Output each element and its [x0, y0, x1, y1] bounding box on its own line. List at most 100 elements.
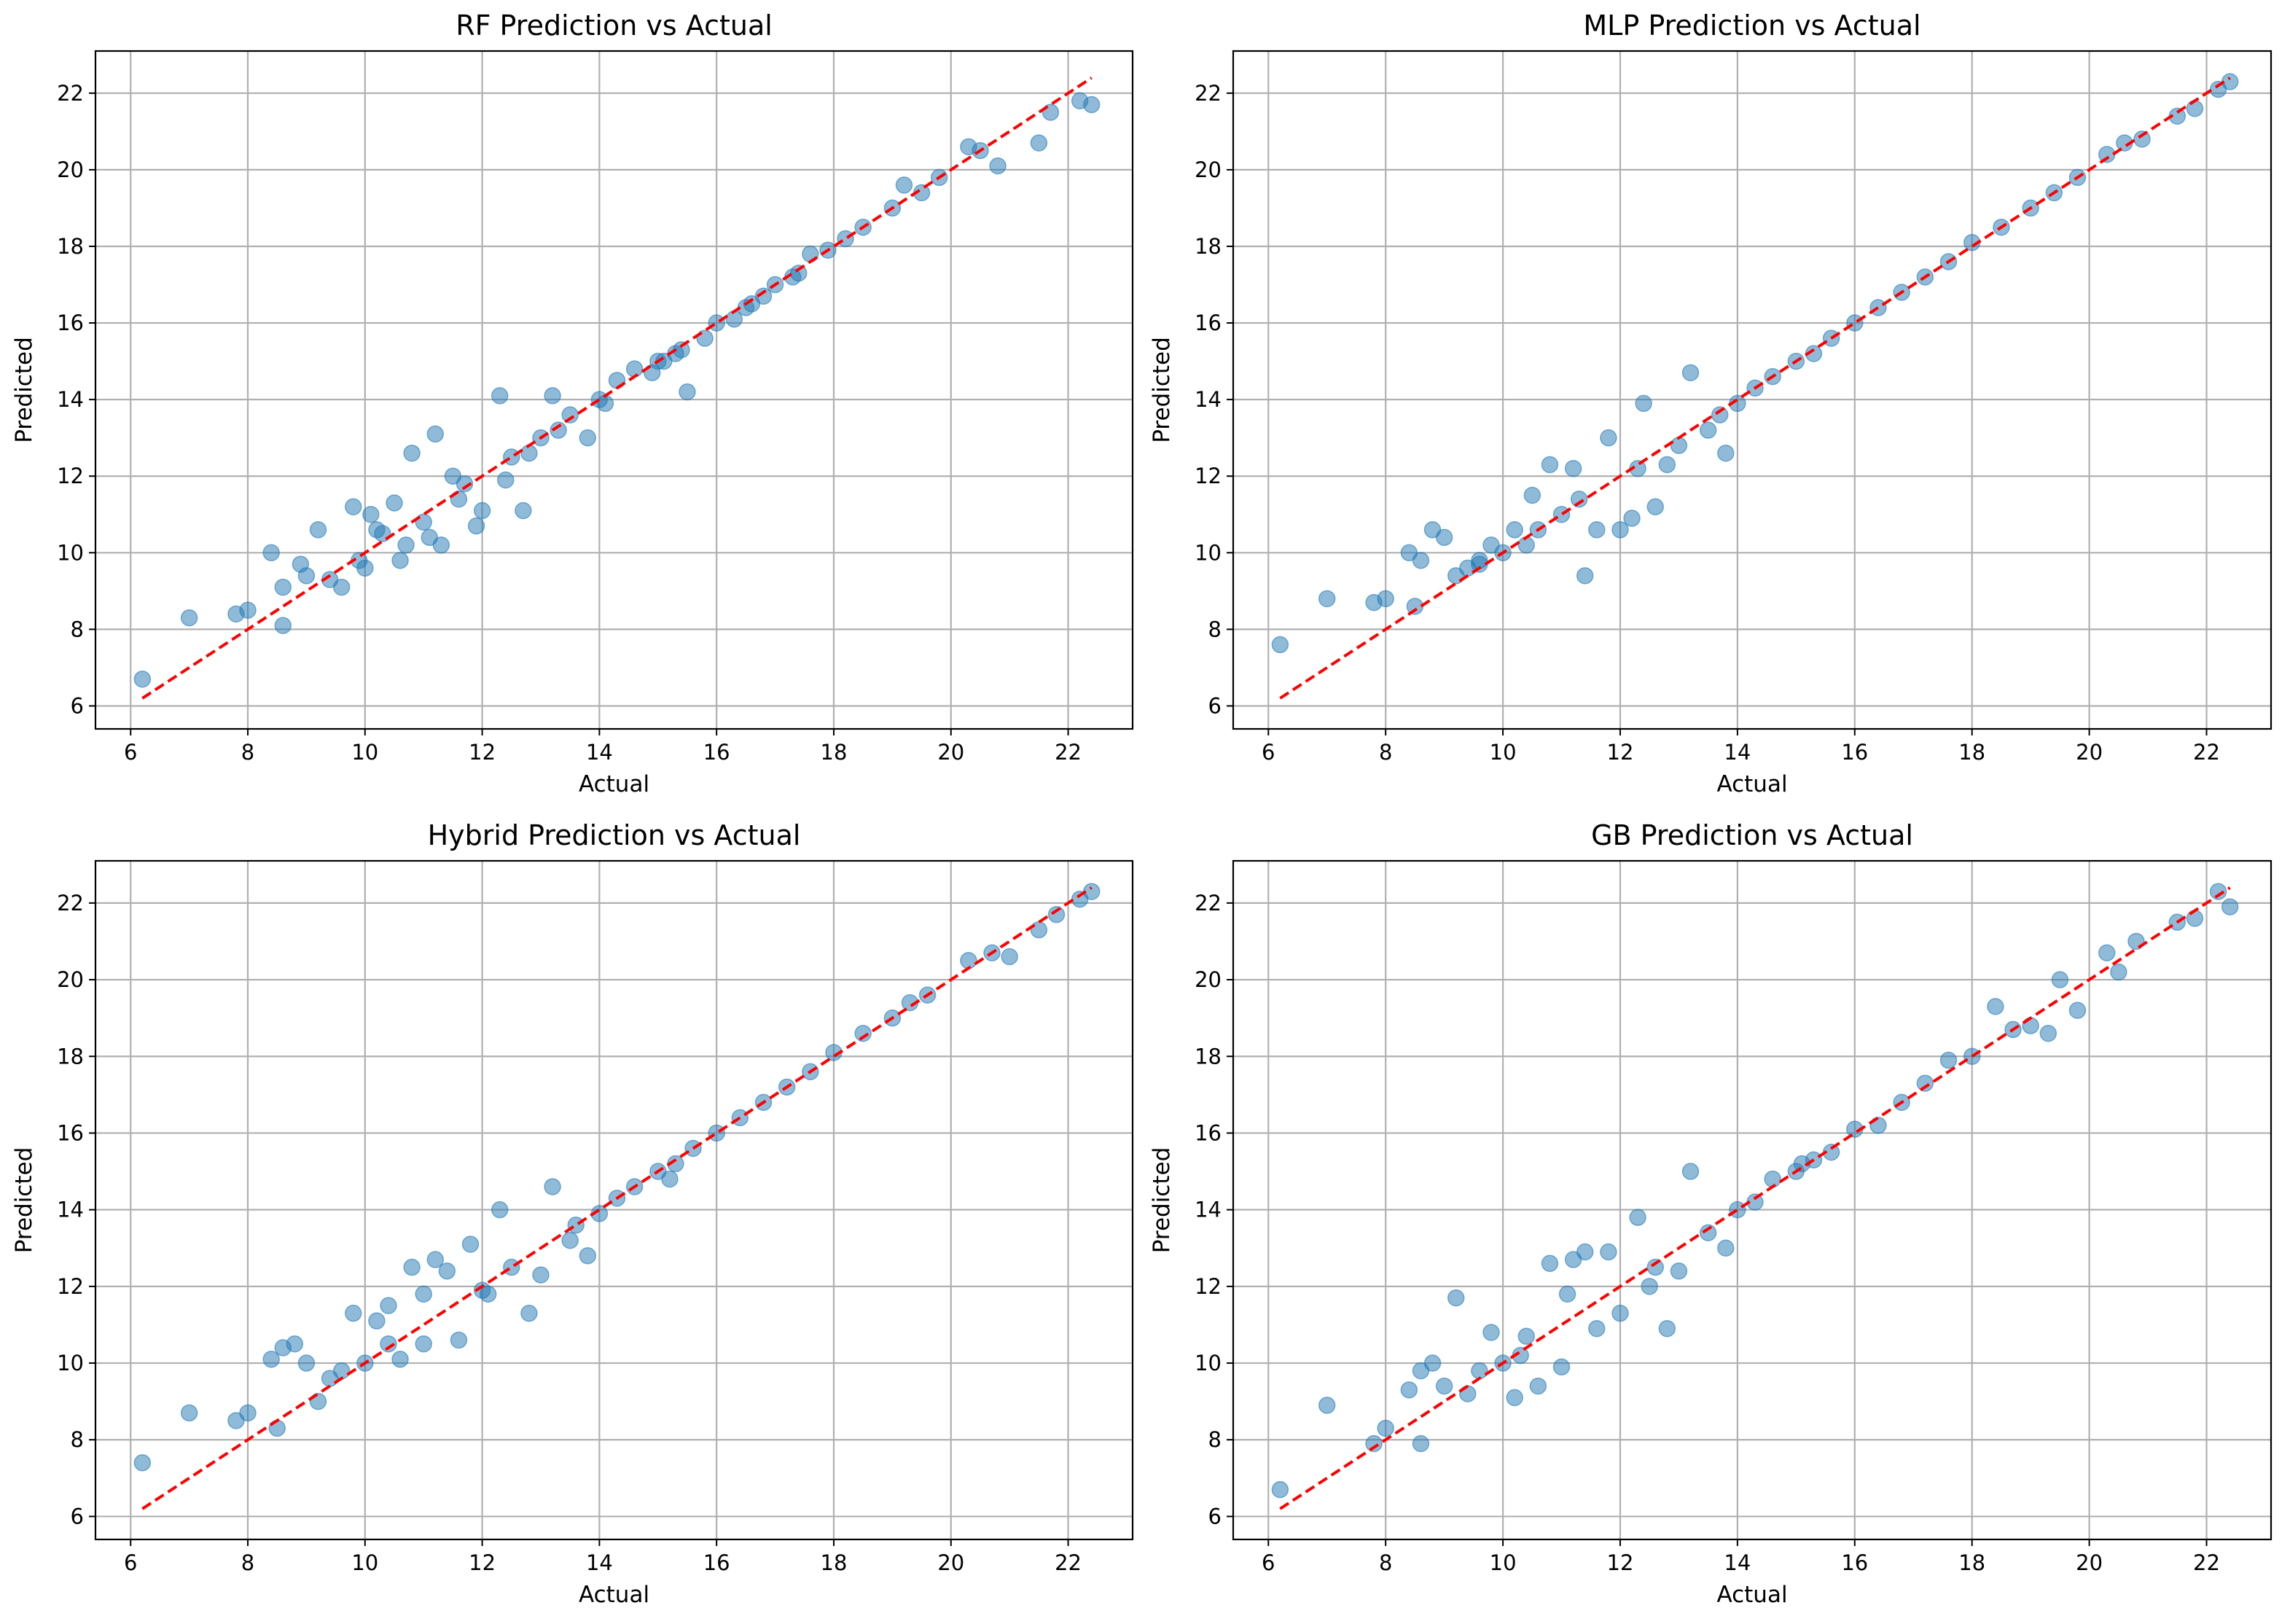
data-point [467, 517, 485, 535]
data-point [2209, 883, 2227, 900]
data-point [1447, 1289, 1465, 1307]
y-tick-label: 14 [57, 387, 84, 412]
data-point [1271, 636, 1289, 654]
panel-gb: GB Prediction vs Actual 6 8 10 12 14 16 18 20 22… [1149, 819, 2273, 1608]
x-tick-label: 18 [1958, 1550, 1985, 1575]
data-point [332, 578, 351, 596]
data-point [386, 494, 403, 512]
y-tick-label: 8 [71, 1427, 84, 1452]
data-point [679, 383, 696, 401]
grid [1233, 51, 2271, 729]
panel-mlp: MLP Prediction vs Actual 6 8 10 12 14 16 18 20 2… [1149, 9, 2273, 797]
data-point [1564, 459, 1582, 477]
panel-hybrid: Hybrid Prediction vs Actual 6 8 10 12 14 16 18… [11, 819, 1134, 1608]
data-point [397, 536, 415, 554]
data-point [180, 609, 198, 627]
data-point [503, 1258, 520, 1276]
data-point [491, 387, 509, 405]
data-point [133, 1454, 152, 1472]
axes-frame [1232, 859, 2273, 1541]
data-points [133, 92, 1101, 688]
data-point [1552, 506, 1571, 523]
x-tick-label: 18 [821, 1550, 848, 1575]
data-point [960, 952, 977, 969]
data-point [262, 1351, 280, 1368]
data-point [1729, 1201, 1746, 1219]
data-point [1435, 1377, 1453, 1395]
y-axis-label: Predicted [1149, 1147, 1175, 1254]
x-tick-label: 14 [586, 740, 613, 765]
data-points [1271, 73, 2239, 654]
x-tick-label: 22 [2193, 1550, 2220, 1575]
data-point [2110, 963, 2127, 981]
data-point [368, 521, 386, 539]
data-point [403, 444, 421, 462]
y-tick-label: 6 [71, 693, 84, 718]
axes-frame [94, 50, 1134, 730]
data-point [544, 387, 561, 405]
x-tick-label: 8 [241, 740, 254, 765]
data-point [1588, 521, 1606, 539]
x-tick-label: 8 [1379, 740, 1392, 765]
data-point [708, 314, 725, 332]
data-point [550, 421, 567, 439]
data-point [391, 1351, 409, 1368]
data-point [1552, 1358, 1571, 1376]
data-point [1558, 1285, 1576, 1303]
x-tick-label: 22 [1055, 1550, 1082, 1575]
x-tick-label: 20 [2076, 1550, 2103, 1575]
data-point [297, 1354, 316, 1372]
data-point [1588, 1319, 1606, 1338]
y-tick-label: 20 [1195, 157, 1222, 182]
data-point [989, 157, 1007, 175]
data-point [625, 360, 644, 378]
x-tick-label: 12 [1607, 740, 1634, 765]
y-tick-label: 14 [57, 1198, 84, 1222]
data-point [503, 448, 520, 466]
x-tick-label: 16 [703, 1550, 730, 1575]
data-point [1400, 1381, 1418, 1399]
panel-title: MLP Prediction vs Actual [1583, 9, 1920, 42]
data-point [1711, 406, 1729, 423]
y-tick-label: 12 [1195, 464, 1222, 488]
data-point [391, 552, 409, 569]
data-point [2221, 73, 2239, 90]
x-tick-label: 22 [2193, 740, 2220, 765]
data-point [1576, 567, 1594, 585]
data-point [1939, 1051, 1958, 1069]
data-point [1001, 948, 1018, 966]
data-point [579, 429, 597, 447]
data-point [1517, 1327, 1536, 1345]
data-point [1423, 1354, 1442, 1372]
y-tick-label: 8 [1208, 617, 1222, 641]
data-point [1600, 429, 1617, 447]
data-point [520, 1304, 538, 1322]
panel-title: Hybrid Prediction vs Actual [428, 819, 801, 851]
y-tick-label: 6 [71, 1504, 84, 1529]
data-point [561, 1231, 579, 1249]
data-point [1435, 528, 1453, 547]
data-point [274, 578, 292, 596]
y-tick-label: 8 [71, 617, 84, 641]
data-point [497, 471, 515, 489]
y-tick-label: 16 [57, 311, 84, 335]
data-point [1641, 1278, 1658, 1295]
y-tick-label: 18 [1195, 1044, 1222, 1069]
data-point [368, 1312, 386, 1330]
data-point [1987, 998, 2004, 1015]
data-point [1623, 510, 1641, 527]
data-point [1576, 1243, 1594, 1261]
data-point [1412, 1434, 1430, 1453]
reference-line [141, 77, 1093, 700]
data-point [1082, 883, 1101, 900]
ticks: 6 8 10 12 14 16 18 20 22 6 8 10 12 14 16 18 20 22 [57, 891, 1082, 1575]
y-tick-label: 16 [1195, 1120, 1222, 1145]
data-point [579, 1247, 597, 1265]
data-point [661, 1170, 679, 1188]
x-tick-label: 6 [124, 1550, 137, 1575]
y-tick-label: 20 [57, 967, 84, 992]
ticks: 6 8 10 12 14 16 18 20 22 6 8 10 12 14 16 18 20 22 [1195, 81, 2220, 765]
data-point [1646, 498, 1665, 516]
data-point [1869, 299, 1887, 316]
x-tick-label: 18 [1958, 740, 1985, 765]
